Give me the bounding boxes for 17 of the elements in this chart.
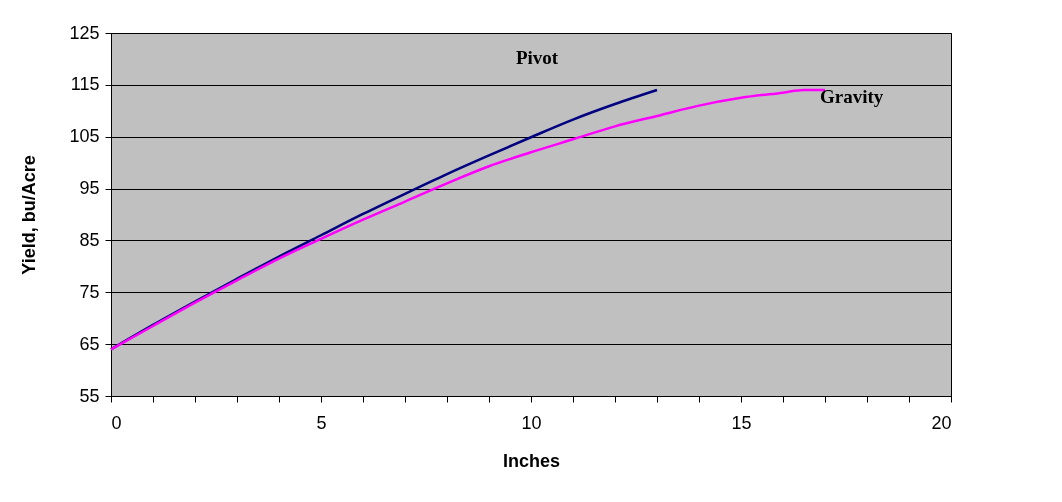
series-label: Gravity xyxy=(820,86,884,108)
x-axis-title: Inches xyxy=(502,450,561,471)
y-tick-label: 85 xyxy=(79,229,100,250)
text: Pivot xyxy=(515,47,559,69)
y-tick-label: 55 xyxy=(79,385,100,406)
y-tick-label: 75 xyxy=(79,281,100,302)
y-tick-label: 95 xyxy=(79,178,100,199)
x-tick-label: 20 xyxy=(931,412,952,433)
x-tick-label: 10 xyxy=(521,412,542,433)
y-axis-title: Yield, bu/Acre xyxy=(19,155,40,275)
x-tick-label: 5 xyxy=(316,412,327,433)
y-tick-label: 125 xyxy=(69,22,100,43)
x-tick-label: 15 xyxy=(731,412,752,433)
y-tick-label: 65 xyxy=(79,333,100,354)
y-tick-label: 115 xyxy=(70,74,100,95)
y-tick-label: 105 xyxy=(69,126,100,147)
x-tick-label: 0 xyxy=(111,412,122,433)
